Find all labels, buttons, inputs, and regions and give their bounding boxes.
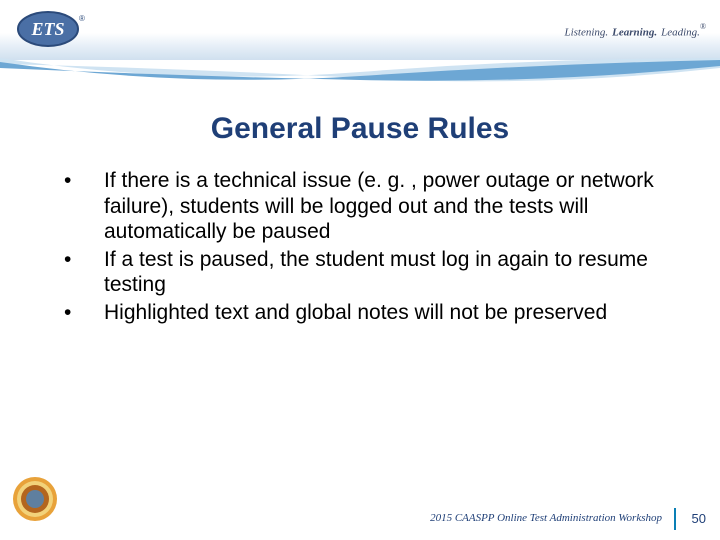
footer-text: 2015 CAASPP Online Test Administration W… [430,512,662,524]
tagline-word-1: Listening. [564,26,608,38]
ets-logo-text: ETS [30,19,64,39]
bullet-item: Highlighted text and global notes will n… [58,300,670,326]
tagline-word-2: Learning. [612,26,657,38]
bullet-item: If there is a technical issue (e. g. , p… [58,168,670,245]
tagline: Listening. Learning. Leading.® [564,22,706,40]
bullet-item: If a test is paused, the student must lo… [58,247,670,298]
bullet-list: If there is a technical issue (e. g. , p… [58,168,670,326]
slide-title: General Pause Rules [0,112,720,146]
seal-center [26,490,44,508]
tagline-word-3: Leading. [661,26,700,38]
ets-logo: ETS ® [14,8,92,50]
seal-icon [12,476,58,522]
header-curve [0,58,720,94]
footer-divider [674,508,676,530]
tagline-registered: ® [700,22,706,31]
page-number: 50 [692,511,706,526]
slide: ETS ® Listening. Learning. Leading.® Gen… [0,0,720,540]
ets-registered: ® [79,14,85,23]
slide-body: If there is a technical issue (e. g. , p… [58,168,670,328]
